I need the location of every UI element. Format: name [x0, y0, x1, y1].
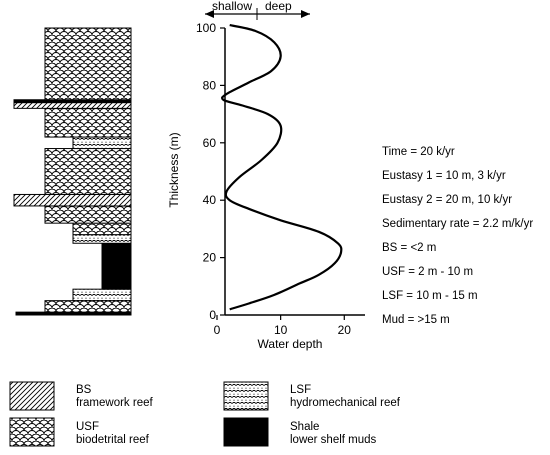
- y-axis-label: Thickness (m): [167, 132, 181, 207]
- column-bed-lsf: [72, 288, 132, 302]
- param-sedimentary-rate: Sedimentary rate = 2.2 m/k/yr: [382, 218, 534, 230]
- shallow-label: shallow: [212, 0, 252, 13]
- y-tick-label: 0: [209, 308, 216, 322]
- param-lsf: LSF = 10 m - 15 m: [382, 290, 478, 302]
- thickness-axis: 0 20 40 60 80 100: [196, 21, 226, 322]
- legend-swatch-usf: [9, 417, 55, 447]
- column-bed-bs: [13, 193, 132, 207]
- column-bed-usf: [44, 27, 132, 101]
- x-tick-label: 0: [214, 323, 221, 337]
- legend-desc-bs: framework reef: [76, 397, 153, 409]
- legend-item-usf: USF biodetrital reef: [76, 421, 149, 447]
- y-tick-label: 60: [203, 136, 217, 150]
- column-bed-lsf: [72, 136, 132, 150]
- param-time: Time = 20 k/yr: [382, 146, 455, 158]
- column-bed-usf: [44, 205, 132, 224]
- parameter-list: Time = 20 k/yr Eustasy 1 = 10 m, 3 k/yr …: [382, 140, 533, 332]
- y-tick-label: 20: [203, 251, 217, 265]
- y-tick-label: 40: [203, 193, 217, 207]
- legend-swatch-bs: [9, 381, 55, 411]
- param-eustasy-1: Eustasy 1 = 10 m, 3 k/yr: [382, 170, 506, 182]
- column-bed-lsf: [72, 234, 132, 244]
- column-bed-usf: [72, 222, 132, 236]
- column-bed-usf: [44, 148, 132, 195]
- y-tick-label: 100: [196, 21, 216, 35]
- legend-code-lsf: LSF: [290, 384, 312, 396]
- param-mud: Mud = >15 m: [382, 314, 450, 326]
- param-eustasy-2: Eustasy 2 = 20 m, 10 k/yr: [382, 194, 513, 206]
- legend-desc-lsf: hydromechanical reef: [290, 397, 400, 409]
- legend-item-shale: Shale lower shelf muds: [290, 421, 376, 447]
- legend-code-bs: BS: [76, 384, 92, 396]
- column-bed-shale: [101, 242, 132, 290]
- y-tick-label: 80: [203, 78, 217, 92]
- legend-swatch-shale: [223, 417, 269, 447]
- param-usf: USF = 2 m - 10 m: [382, 266, 474, 278]
- legend-item-lsf: LSF hydromechanical reef: [290, 384, 400, 410]
- stratigraphic-column: [13, 27, 132, 316]
- deep-label: deep: [265, 0, 292, 13]
- param-bs: BS = <2 m: [382, 242, 437, 254]
- x-axis-label: Water depth: [258, 337, 323, 351]
- x-tick-label: 20: [338, 323, 352, 337]
- legend-swatch-lsf: [223, 381, 269, 411]
- x-tick-label: 10: [274, 323, 288, 337]
- legend-code-shale: Shale: [290, 421, 320, 433]
- column-bed-bs: [13, 102, 132, 109]
- deep-arrowhead: [301, 10, 310, 18]
- column-bed-usf: [44, 107, 132, 138]
- water-depth-axis: 0 10 20: [214, 315, 352, 337]
- legend-desc-usf: biodetrital reef: [76, 434, 149, 446]
- column-bed-usf: [44, 300, 132, 313]
- water-depth-curve: [220, 24, 343, 311]
- legend-item-bs: BS framework reef: [76, 384, 153, 410]
- legend-code-usf: USF: [76, 421, 99, 433]
- legend-desc-shale: lower shelf muds: [290, 434, 377, 446]
- shallow-arrowhead: [205, 10, 214, 18]
